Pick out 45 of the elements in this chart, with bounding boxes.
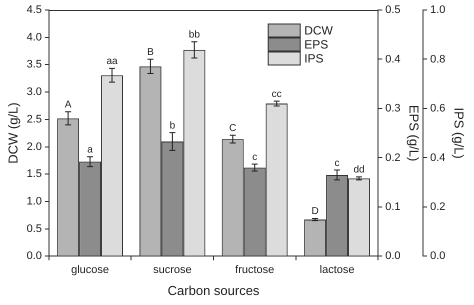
y3-tick-label: 0.8 bbox=[430, 53, 446, 66]
data-label: aa bbox=[106, 56, 118, 68]
y-tick-label: 4.5 bbox=[26, 4, 42, 16]
data-label: dd bbox=[353, 164, 365, 176]
y3-tick-label: 0.4 bbox=[430, 152, 446, 164]
legend-label: DCW bbox=[304, 23, 334, 38]
legend-label: EPS bbox=[304, 37, 328, 52]
y3-axis-title: IPS (g/L) bbox=[452, 107, 467, 159]
y-tick-label: 2.5 bbox=[26, 113, 42, 126]
y-tick-label: 3.0 bbox=[26, 86, 42, 98]
y-tick-label: 3.5 bbox=[26, 58, 42, 71]
y3-tick-label: 0.2 bbox=[430, 200, 446, 213]
data-label: a bbox=[87, 144, 94, 156]
data-label: A bbox=[64, 100, 72, 111]
y2-tick-label: 0.3 bbox=[385, 102, 401, 115]
y2-tick-label: 0.4 bbox=[385, 53, 401, 66]
y2-tick-label: 0.0 bbox=[385, 250, 401, 262]
x-axis-title: Carbon sources bbox=[168, 282, 260, 298]
y-tick-label: 4.0 bbox=[26, 31, 42, 44]
y2-tick-label: 0.2 bbox=[385, 152, 401, 164]
y-tick-label: 1.5 bbox=[26, 168, 42, 180]
y2-tick-label: 0.5 bbox=[385, 4, 401, 16]
x-tick-label: sucrose bbox=[153, 264, 192, 276]
data-label: bb bbox=[188, 30, 200, 41]
data-label: B bbox=[147, 46, 154, 58]
y2-tick-label: 0.1 bbox=[385, 200, 401, 213]
data-label: b bbox=[170, 120, 176, 132]
y-tick-label: 0.5 bbox=[26, 222, 42, 235]
data-label: C bbox=[229, 123, 236, 134]
data-label: cc bbox=[272, 88, 282, 100]
y-tick-label: 2.0 bbox=[26, 140, 42, 153]
y3-tick-label: 0.0 bbox=[430, 250, 446, 262]
data-label: c bbox=[334, 158, 340, 169]
y2-axis-title: EPS (g/L) bbox=[406, 104, 422, 162]
x-tick-label: fructose bbox=[235, 264, 274, 276]
y-tick-label: 0.0 bbox=[26, 250, 42, 262]
y3-tick-label: 1.0 bbox=[430, 4, 446, 16]
data-label: c bbox=[252, 152, 258, 163]
legend-label: IPS bbox=[304, 51, 324, 66]
x-tick-label: glucose bbox=[71, 264, 110, 276]
y-axis-title: DCW (g/L) bbox=[5, 102, 20, 164]
data-label: D bbox=[311, 206, 319, 218]
y-tick-label: 1.0 bbox=[26, 196, 42, 208]
x-tick-label: lactose bbox=[320, 264, 354, 276]
y3-tick-label: 0.6 bbox=[430, 102, 446, 115]
